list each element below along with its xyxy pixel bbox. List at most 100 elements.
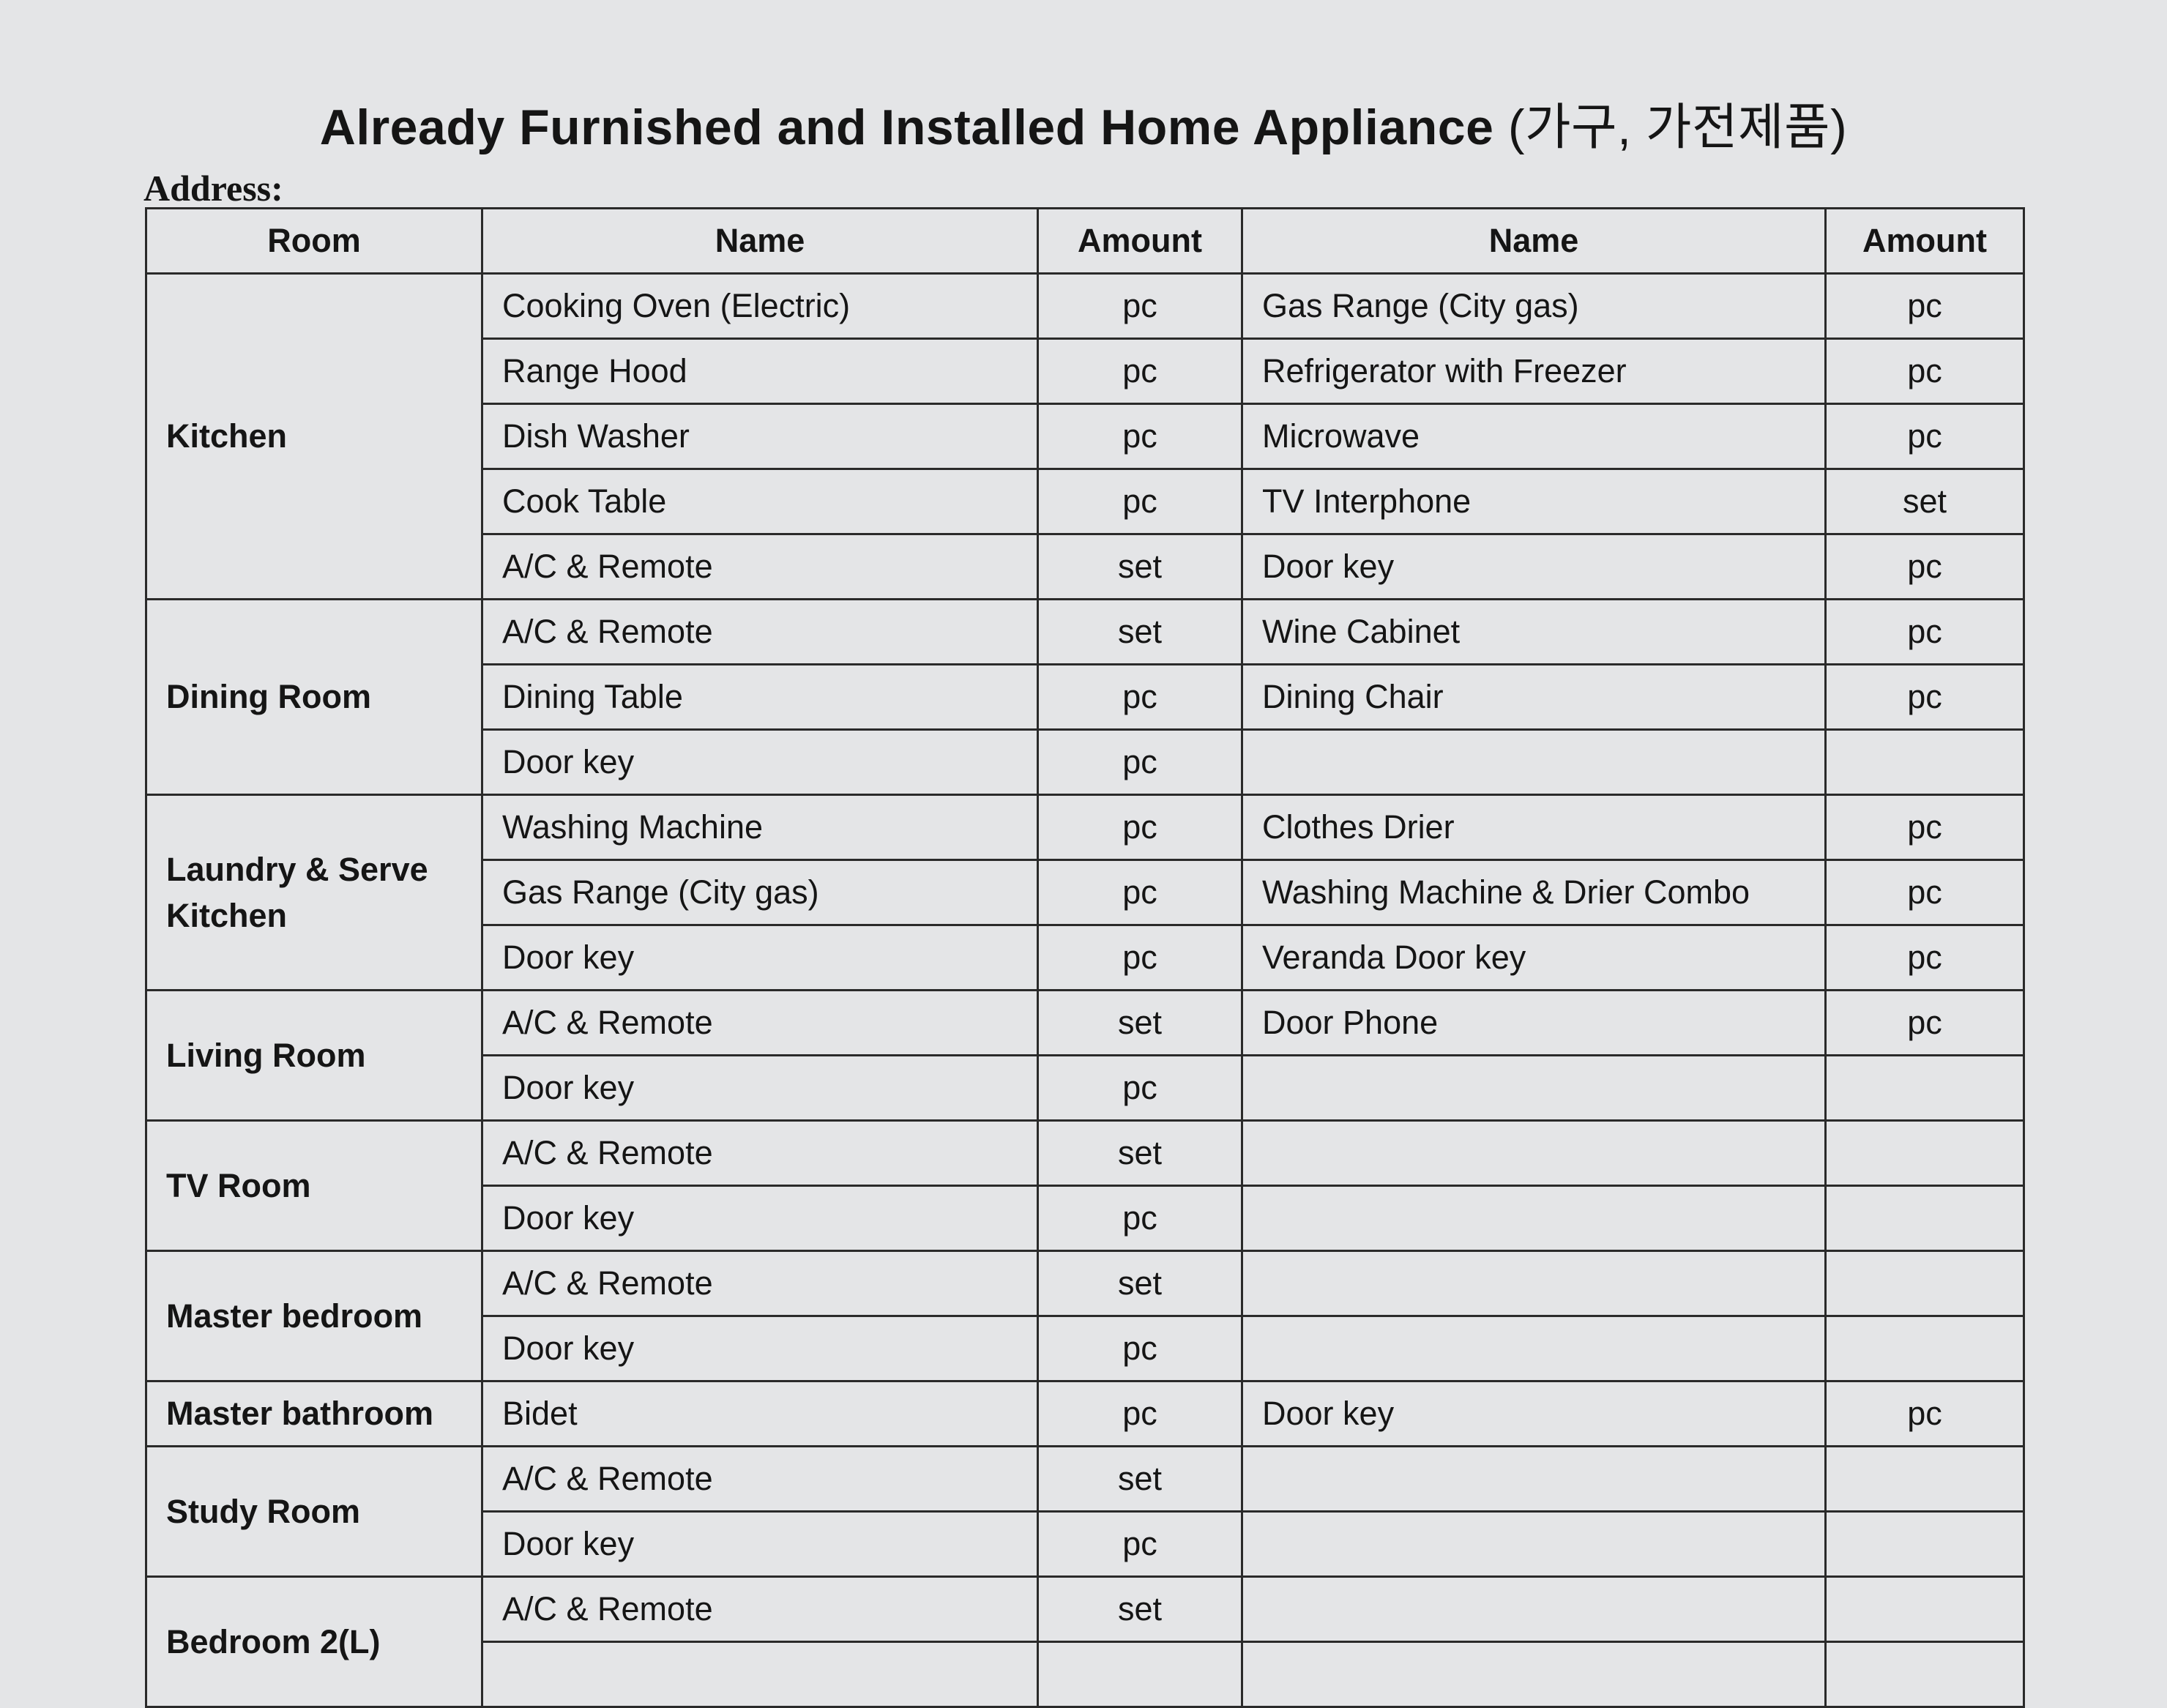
item-name: Cook Table xyxy=(481,468,1039,535)
item-name: Range Hood xyxy=(481,338,1039,405)
room-cell: Dining Room xyxy=(145,598,483,796)
header-row: Room Name Amount Name Amount xyxy=(145,207,2025,275)
item-amount-2 xyxy=(1824,728,2025,796)
room-cell: Laundry & Serve Kitchen xyxy=(145,794,483,991)
item-name: Door key xyxy=(481,924,1039,991)
table-row: Door key pc Veranda Door key pc xyxy=(146,924,2025,991)
header-name: Name xyxy=(481,207,1039,275)
item-name-2: Refrigerator with Freezer xyxy=(1241,338,1827,405)
item-amount-2: pc xyxy=(1824,272,2025,340)
item-amount-2 xyxy=(1824,1315,2025,1382)
room-cell: Master bathroom xyxy=(145,1380,483,1447)
item-amount: set xyxy=(1037,1445,1243,1513)
item-amount xyxy=(1037,1641,1243,1708)
item-name-2: Door key xyxy=(1241,533,1827,600)
item-amount-2: pc xyxy=(1824,794,2025,861)
item-amount-2 xyxy=(1824,1185,2025,1252)
item-name-2: Wine Cabinet xyxy=(1241,598,1827,665)
item-name: Door key xyxy=(481,1054,1039,1122)
item-name-2 xyxy=(1241,1575,1827,1643)
table-row: Door key pc xyxy=(146,728,2025,796)
item-name: Dish Washer xyxy=(481,403,1039,470)
table-row: Door key pc xyxy=(146,1315,2025,1382)
item-amount-2 xyxy=(1824,1445,2025,1513)
item-name: A/C & Remote xyxy=(481,533,1039,600)
header-amount-2: Amount xyxy=(1824,207,2025,275)
table-row: Kitchen Cooking Oven (Electric) pc Gas Rang… xyxy=(145,272,2025,600)
item-name: A/C & Remote xyxy=(481,989,1039,1056)
table-row: Range Hood pc Refrigerator with Freezer pc xyxy=(146,338,2025,405)
item-amount: set xyxy=(1037,989,1243,1056)
table-row: A/C & Remote set Door key pc xyxy=(146,533,2025,600)
item-amount-2: pc xyxy=(1824,533,2025,600)
item-amount-2 xyxy=(1824,1510,2025,1578)
item-name-2: Microwave xyxy=(1241,403,1827,470)
item-name-2 xyxy=(1241,728,1827,796)
room-cell: Master bedroom xyxy=(145,1250,483,1382)
item-name-2 xyxy=(1241,1445,1827,1513)
item-name-2 xyxy=(1241,1315,1827,1382)
item-amount: pc xyxy=(1037,794,1243,861)
room-cell: TV Room xyxy=(145,1119,483,1252)
item-name-2 xyxy=(1241,1054,1827,1122)
item-amount-2: pc xyxy=(1824,859,2025,926)
item-amount: pc xyxy=(1037,338,1243,405)
item-amount: pc xyxy=(1037,859,1243,926)
address-label: Address: xyxy=(143,168,283,209)
item-amount-2: pc xyxy=(1824,403,2025,470)
item-name: A/C & Remote xyxy=(481,1445,1039,1513)
item-name-2 xyxy=(1241,1641,1827,1708)
item-name: A/C & Remote xyxy=(481,1250,1039,1317)
title-korean: (가구, 가전제품) xyxy=(1507,100,1848,155)
item-amount-2: pc xyxy=(1824,598,2025,665)
table-row: Gas Range (City gas) pc Washing Machine & … xyxy=(146,859,2025,926)
item-amount: pc xyxy=(1037,663,1243,731)
item-name-2 xyxy=(1241,1119,1827,1187)
document-title: Already Furnished and Installed Home App… xyxy=(0,86,2167,159)
item-amount: set xyxy=(1037,1575,1243,1643)
table-row: Cook Table pc TV Interphone set xyxy=(146,468,2025,535)
item-name-2: Door key xyxy=(1241,1380,1827,1447)
item-amount: pc xyxy=(1037,272,1243,340)
table-row: Laundry & Serve Kitchen Washing Machine pc… xyxy=(145,794,2025,991)
item-amount-2 xyxy=(1824,1119,2025,1187)
item-name: Cooking Oven (Electric) xyxy=(481,272,1039,340)
item-name-2: TV Interphone xyxy=(1241,468,1827,535)
item-name: Gas Range (City gas) xyxy=(481,859,1039,926)
item-amount-2: pc xyxy=(1824,338,2025,405)
item-amount-2: pc xyxy=(1824,989,2025,1056)
table-row: Bedroom 2(L) A/C & Remote set xyxy=(145,1575,2025,1708)
item-amount: pc xyxy=(1037,1380,1243,1447)
table-row: Living Room A/C & Remote set Door Phone pc xyxy=(145,989,2025,1122)
item-name-2: Clothes Drier xyxy=(1241,794,1827,861)
table-row: Dining Room A/C & Remote set Wine Cabinet pc xyxy=(145,598,2025,796)
item-name: A/C & Remote xyxy=(481,1575,1039,1643)
item-amount-2 xyxy=(1824,1250,2025,1317)
item-amount-2: pc xyxy=(1824,663,2025,731)
item-name xyxy=(481,1641,1039,1708)
item-amount: pc xyxy=(1037,403,1243,470)
appliance-table: Room Name Amount Name Amount Kitchen Cook… xyxy=(145,207,2025,1708)
title-english: Already Furnished and Installed Home App… xyxy=(319,100,1494,155)
item-amount: pc xyxy=(1037,1510,1243,1578)
item-name-2: Washing Machine & Drier Combo xyxy=(1241,859,1827,926)
item-amount-2 xyxy=(1824,1575,2025,1643)
item-amount-2 xyxy=(1824,1641,2025,1708)
item-name-2: Gas Range (City gas) xyxy=(1241,272,1827,340)
room-cell: Bedroom 2(L) xyxy=(145,1575,483,1708)
table-row: TV Room A/C & Remote set xyxy=(145,1119,2025,1252)
item-name: Door key xyxy=(481,728,1039,796)
room-cell: Study Room xyxy=(145,1445,483,1578)
table-row: Study Room A/C & Remote set xyxy=(145,1445,2025,1578)
item-amount: set xyxy=(1037,1119,1243,1187)
item-amount: pc xyxy=(1037,1054,1243,1122)
item-name-2: Door Phone xyxy=(1241,989,1827,1056)
item-amount: pc xyxy=(1037,468,1243,535)
header-room: Room xyxy=(145,207,483,275)
item-amount: pc xyxy=(1037,924,1243,991)
item-name: Door key xyxy=(481,1510,1039,1578)
item-amount-2: pc xyxy=(1824,924,2025,991)
item-name: Door key xyxy=(481,1185,1039,1252)
item-name-2 xyxy=(1241,1250,1827,1317)
header-name-2: Name xyxy=(1241,207,1827,275)
